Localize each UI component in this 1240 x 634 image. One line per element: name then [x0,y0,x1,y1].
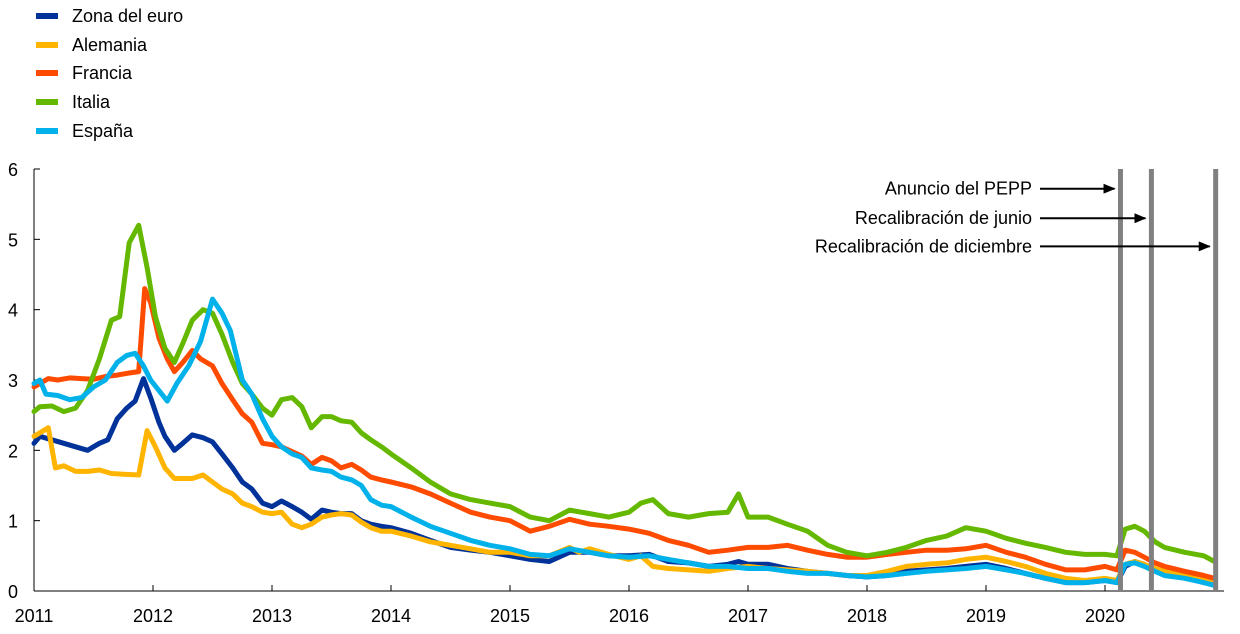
y-tick-label: 6 [8,160,18,180]
y-tick-label: 2 [8,441,18,461]
legend-swatch [36,99,58,106]
legend-label: Italia [72,92,111,113]
legend-label: Francia [72,63,133,84]
x-tick-label: 2011 [15,606,54,626]
y-tick-label: 5 [8,230,18,250]
y-tick-label: 1 [8,512,18,532]
y-tick-label: 0 [8,582,18,602]
x-tick-label: 2014 [371,606,411,626]
y-tick-label: 4 [8,301,18,321]
x-tick-label: 2015 [490,606,530,626]
legend-item-italia: Italia [36,88,183,117]
x-tick-label: 2020 [1085,606,1125,626]
legend-item-alemania: Alemania [36,31,183,60]
series-line-alemania [31,425,1217,586]
legend-item-francia: Francia [36,59,183,88]
legend-item-espana: España [36,116,183,145]
x-tick-label: 2012 [133,606,173,626]
legend-label: España [72,120,134,141]
x-tick-label: 2016 [609,606,649,626]
annotation-label: Recalibración de diciembre [815,236,1032,256]
legend-swatch [36,41,58,48]
x-tick-label: 2017 [728,606,768,626]
legend-swatch [36,13,58,20]
annotation-label: Anuncio del PEPP [885,179,1032,199]
x-tick-label: 2019 [966,606,1006,626]
plot-area: 0 1 2 3 4 5 6 2011 2012 2013 2014 2015 2016 2017 2018 2… [8,160,1224,626]
legend-swatch [36,70,58,77]
legend-item-zona-del-euro: Zona del euro [36,2,183,31]
legend-swatch [36,127,58,134]
series-line-francia [31,286,1217,581]
y-tick-label: 3 [8,371,18,391]
series-line-italia [31,222,1217,564]
x-tick-label: 2013 [252,606,292,626]
legend-label: Zona del euro [72,6,184,27]
annotation-label: Recalibración de junio [855,208,1032,228]
x-tick-label: 2018 [847,606,887,626]
series-line-españa [31,296,1217,588]
chart-legend: Zona del euro Alemania Francia Italia Es… [36,2,183,145]
legend-label: Alemania [72,34,148,55]
